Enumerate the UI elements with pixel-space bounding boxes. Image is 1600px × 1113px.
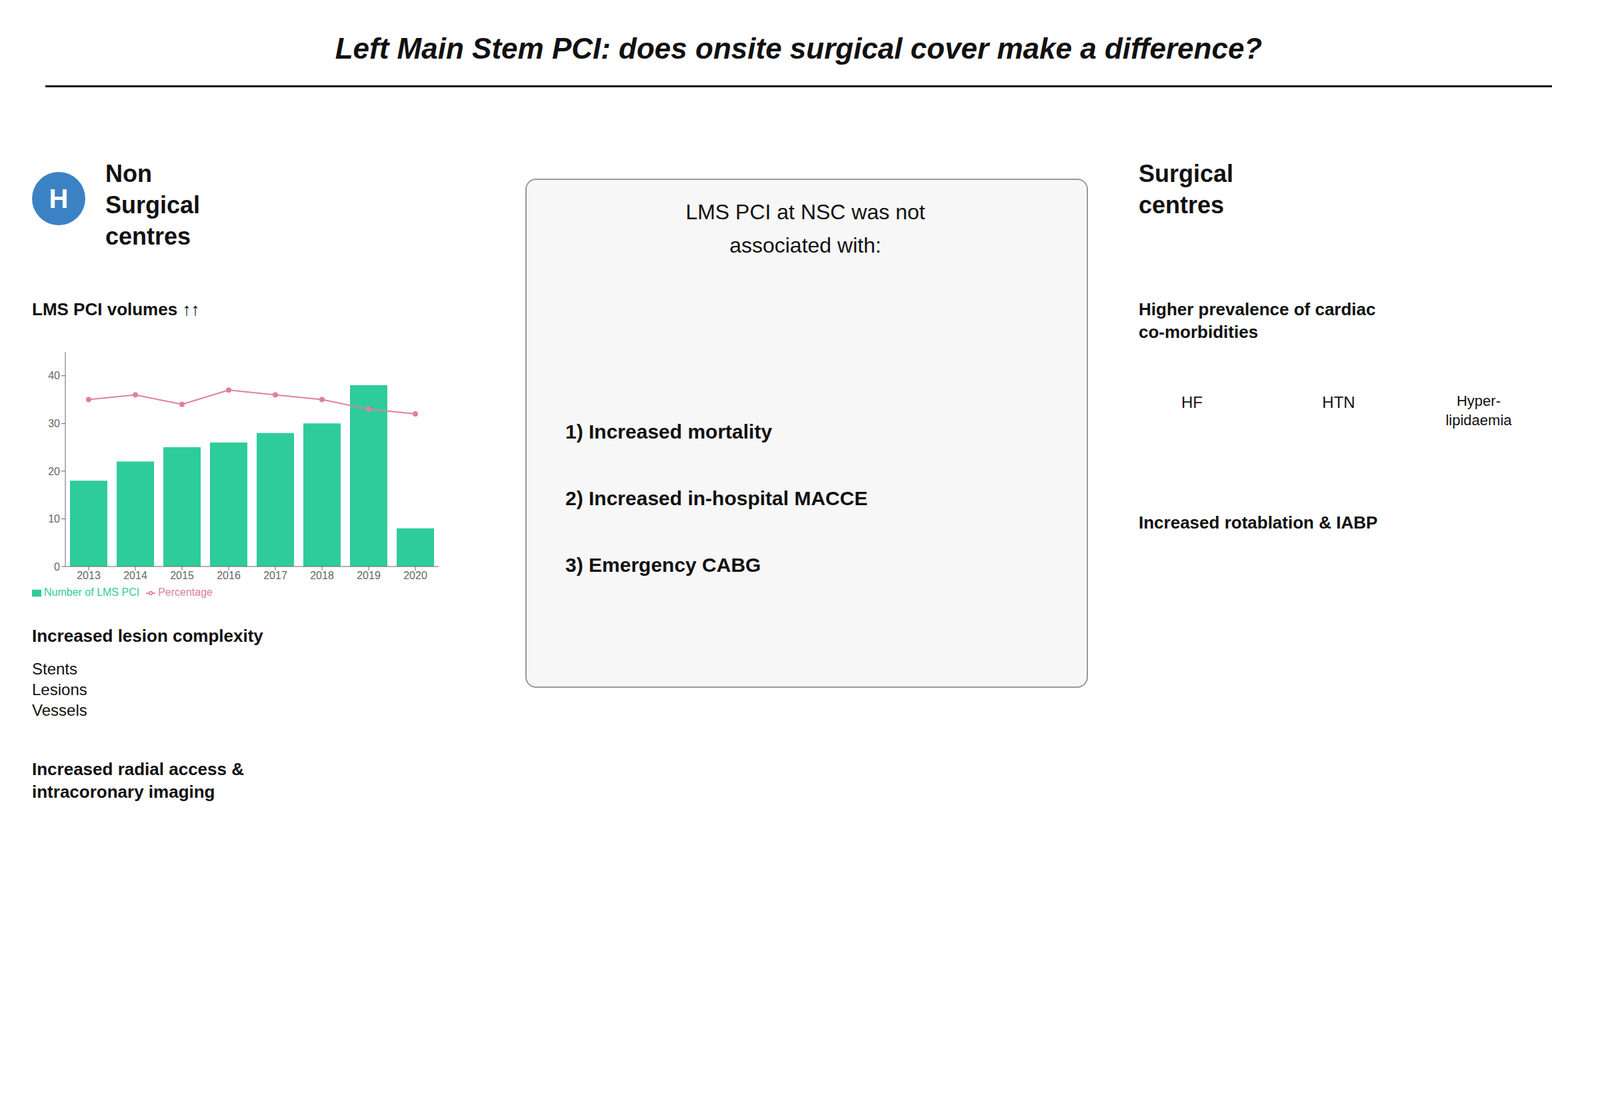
svg-text:40: 40 [48,370,60,382]
html-text:Number of LMS PCI: Number of LMS PCI [44,586,140,598]
html-text:Increased rotablation & IABP: Increased rotablation & IABP [1138,512,1378,533]
html-text:Higher prevalence of cardiac c: Higher prevalence of cardiac co-morbidit… [1138,299,1376,342]
html-text:Percentage: Percentage [158,586,213,598]
html-text:HF: HF [1181,393,1203,412]
html-text:2) Increased in-hospital MACCE: 2) Increased in-hospital MACCE [565,487,868,510]
html-text:Hyper- lipidaemia: Hyper- lipidaemia [1445,392,1512,429]
svg-text:30: 30 [48,418,60,430]
html-text:Increased lesion complexity: Increased lesion complexity [32,626,264,646]
html-text:Left Main Stem PCI: does onsit: Left Main Stem PCI: does onsite surgical… [335,32,1263,65]
svg-text:2015: 2015 [170,570,194,582]
html-text:3) Emergency CABG: 3) Emergency CABG [565,554,761,576]
html-text:Increased radial access & intr: Increased radial access & intracoronary … [32,759,244,802]
html-text:HTN: HTN [1322,393,1356,412]
html-text:associated with:: associated with: [729,233,882,258]
svg-text:2019: 2019 [356,570,381,582]
svg-text:2018: 2018 [310,570,334,582]
html-text:1) Increased mortality: 1) Increased mortality [565,420,773,443]
svg-text:2017: 2017 [263,570,288,582]
svg-text:0: 0 [54,561,60,573]
html-text:Surgical centres: Surgical centres [1138,160,1234,219]
html-text:LMS PCI at NSC was not: LMS PCI at NSC was not [685,200,926,224]
svg-text:2020: 2020 [403,570,428,582]
html-text:H: H [49,183,69,213]
svg-text:2013: 2013 [76,570,101,582]
html-text:LMS PCI volumes ↑↑: LMS PCI volumes ↑↑ [32,299,200,320]
svg-text:20: 20 [48,466,60,478]
svg-text:2016: 2016 [216,570,241,582]
svg-text:2014: 2014 [123,570,148,582]
html-text:Stents Lesions Vessels: Stents Lesions Vessels [32,660,88,720]
html-text:Non Surgical centres: Non Surgical centres [105,160,201,250]
svg-text:10: 10 [48,513,60,525]
